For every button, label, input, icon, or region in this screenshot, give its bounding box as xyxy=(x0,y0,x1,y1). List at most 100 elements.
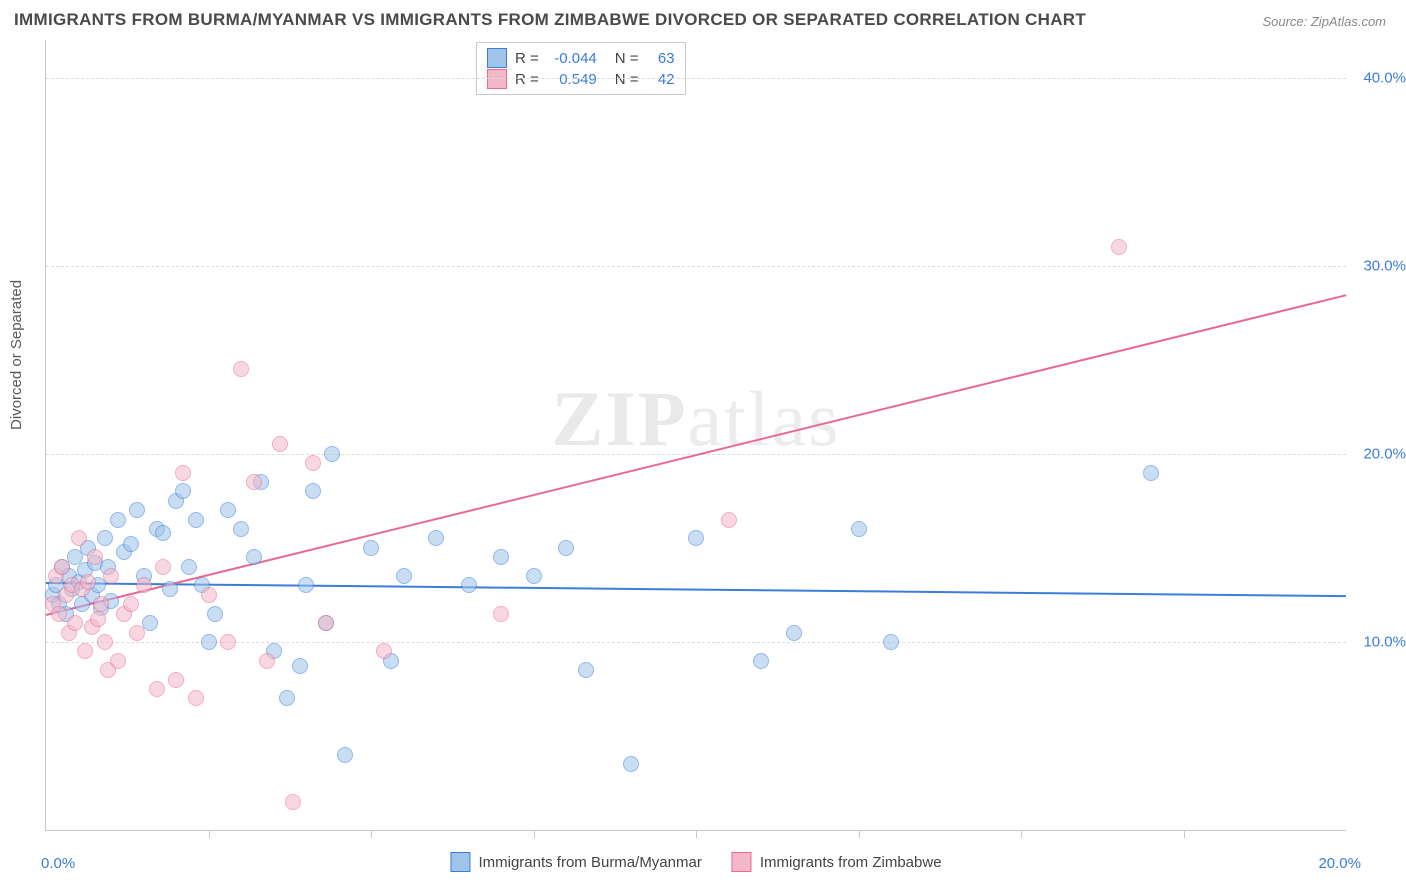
trend-line xyxy=(46,582,1346,597)
trend-line xyxy=(46,294,1346,616)
x-tick xyxy=(1021,830,1022,838)
stats-row: R = 0.549 N = 42 xyxy=(487,69,675,89)
scatter-point xyxy=(246,474,262,490)
scatter-point xyxy=(272,436,288,452)
scatter-point xyxy=(233,361,249,377)
x-tick xyxy=(1184,830,1185,838)
scatter-point xyxy=(220,502,236,518)
scatter-point xyxy=(688,530,704,546)
scatter-point xyxy=(97,530,113,546)
x-tick xyxy=(371,830,372,838)
legend-swatch xyxy=(450,852,470,872)
scatter-point xyxy=(493,549,509,565)
correlation-stats-box: R = -0.044 N = 63 R = 0.549 N = 42 xyxy=(476,42,686,95)
legend-swatch xyxy=(732,852,752,872)
x-tick xyxy=(696,830,697,838)
scatter-point xyxy=(155,525,171,541)
gridline xyxy=(46,78,1346,79)
stat-r-label: R = xyxy=(515,50,539,67)
scatter-point xyxy=(220,634,236,650)
scatter-point xyxy=(233,521,249,537)
x-axis-max-label: 20.0% xyxy=(1318,855,1361,872)
scatter-point xyxy=(149,681,165,697)
watermark: ZIPatlas xyxy=(552,374,841,464)
stats-row: R = -0.044 N = 63 xyxy=(487,48,675,68)
y-tick-label: 40.0% xyxy=(1363,69,1406,86)
scatter-point xyxy=(129,625,145,641)
y-axis-label: Divorced or Separated xyxy=(8,280,25,430)
stat-r-label: R = xyxy=(515,71,539,88)
y-tick-label: 30.0% xyxy=(1363,257,1406,274)
scatter-point xyxy=(285,794,301,810)
scatter-point xyxy=(97,634,113,650)
scatter-point xyxy=(558,540,574,556)
stat-n-label: N = xyxy=(615,71,639,88)
scatter-point xyxy=(883,634,899,650)
source-label: Source: ZipAtlas.com xyxy=(1262,14,1386,29)
scatter-point xyxy=(201,634,217,650)
scatter-point xyxy=(246,549,262,565)
gridline xyxy=(46,266,1346,267)
scatter-point xyxy=(396,568,412,584)
legend-swatch xyxy=(487,69,507,89)
scatter-point xyxy=(318,615,334,631)
legend-label: Immigrants from Zimbabwe xyxy=(760,854,942,871)
scatter-point xyxy=(851,521,867,537)
scatter-point xyxy=(324,446,340,462)
scatter-point xyxy=(129,502,145,518)
scatter-point xyxy=(363,540,379,556)
x-tick xyxy=(534,830,535,838)
scatter-point xyxy=(493,606,509,622)
x-axis-min-label: 0.0% xyxy=(41,855,75,872)
scatter-point xyxy=(90,611,106,627)
scatter-point xyxy=(175,483,191,499)
scatter-point xyxy=(298,577,314,593)
scatter-point xyxy=(162,581,178,597)
watermark-light: atlas xyxy=(688,375,841,462)
scatter-point xyxy=(188,690,204,706)
scatter-point xyxy=(1143,465,1159,481)
scatter-point xyxy=(259,653,275,669)
scatter-point xyxy=(305,483,321,499)
scatter-point xyxy=(103,568,119,584)
scatter-plot-area: ZIPatlas R =-0.044N =63R =0.549N =42 0.0… xyxy=(45,40,1346,831)
stat-r-value: -0.044 xyxy=(547,50,597,67)
bottom-legend: Immigrants from Burma/Myanmar Immigrants … xyxy=(450,852,941,872)
scatter-point xyxy=(623,756,639,772)
scatter-point xyxy=(168,672,184,688)
scatter-point xyxy=(71,530,87,546)
scatter-point xyxy=(753,653,769,669)
scatter-point xyxy=(51,606,67,622)
scatter-point xyxy=(155,559,171,575)
scatter-point xyxy=(77,643,93,659)
stat-n-value: 42 xyxy=(647,71,675,88)
scatter-point xyxy=(305,455,321,471)
scatter-point xyxy=(201,587,217,603)
x-tick xyxy=(859,830,860,838)
scatter-point xyxy=(123,596,139,612)
scatter-point xyxy=(578,662,594,678)
stat-r-value: 0.549 xyxy=(547,71,597,88)
scatter-point xyxy=(337,747,353,763)
scatter-point xyxy=(376,643,392,659)
x-tick xyxy=(209,830,210,838)
scatter-point xyxy=(93,596,109,612)
gridline xyxy=(46,642,1346,643)
stat-n-value: 63 xyxy=(647,50,675,67)
scatter-point xyxy=(526,568,542,584)
scatter-point xyxy=(136,577,152,593)
watermark-bold: ZIP xyxy=(552,375,688,462)
y-tick-label: 10.0% xyxy=(1363,633,1406,650)
stat-n-label: N = xyxy=(615,50,639,67)
scatter-point xyxy=(110,512,126,528)
scatter-point xyxy=(80,574,96,590)
scatter-point xyxy=(721,512,737,528)
legend-item: Immigrants from Burma/Myanmar xyxy=(450,852,701,872)
scatter-point xyxy=(786,625,802,641)
scatter-point xyxy=(181,559,197,575)
scatter-point xyxy=(292,658,308,674)
scatter-point xyxy=(175,465,191,481)
scatter-point xyxy=(461,577,477,593)
scatter-point xyxy=(87,549,103,565)
scatter-point xyxy=(428,530,444,546)
